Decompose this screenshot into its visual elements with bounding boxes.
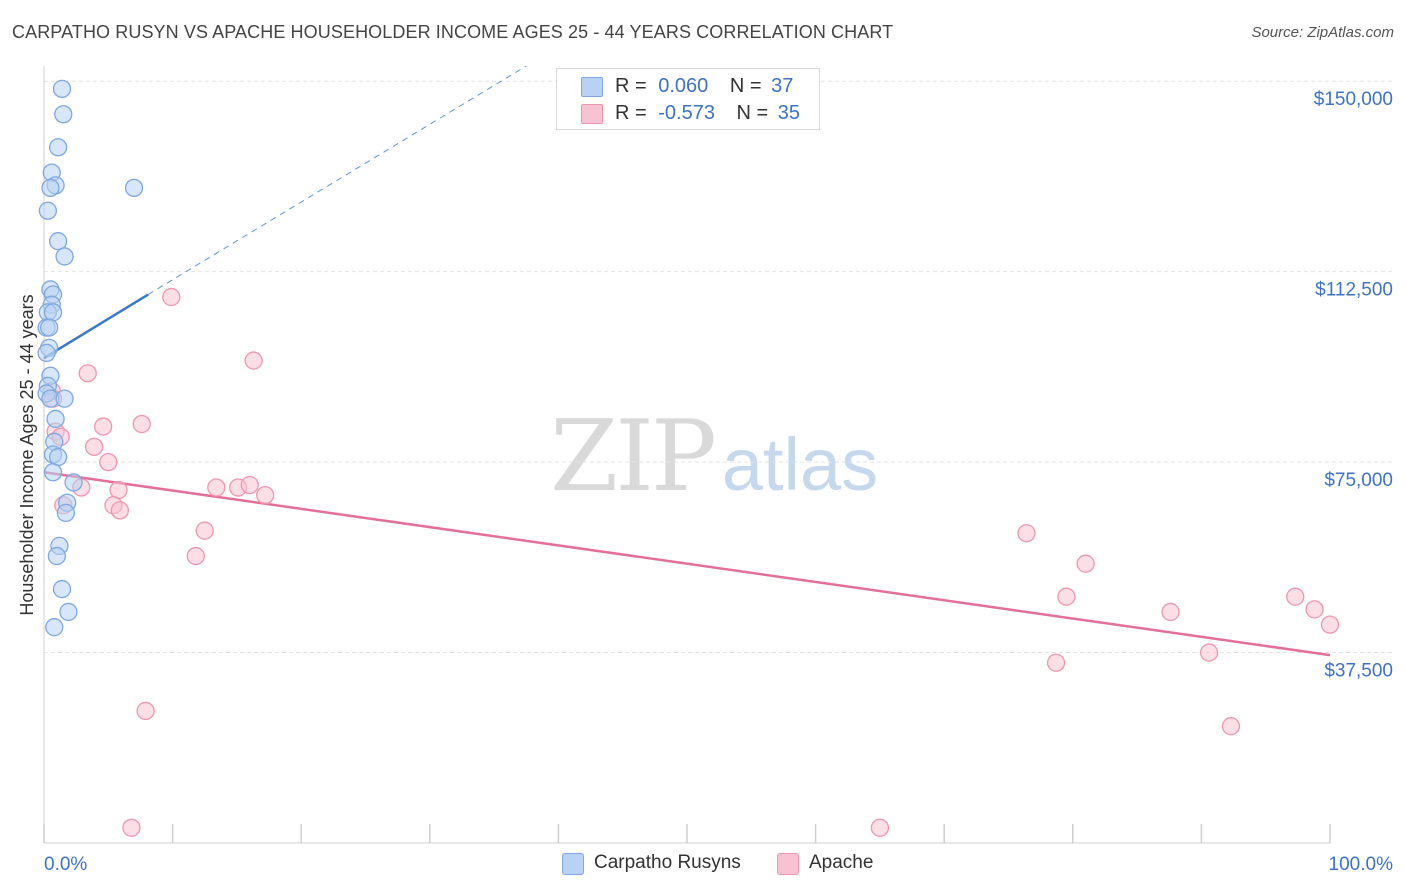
carpatho-point [52, 579, 72, 599]
apache-point [109, 480, 128, 500]
apache-point [195, 521, 214, 540]
legend-text-carpatho: R = 0.060 N = 37 [615, 75, 793, 98]
apache-point [110, 501, 130, 520]
legend-r-label: R = [615, 102, 647, 124]
apache-point [1199, 643, 1219, 662]
chart-title: CARPATHO RUSYN VS APACHE HOUSEHOLDER INC… [12, 22, 894, 42]
correlation-legend: R = 0.060 N = 37 R = -0.573 N = 35 [556, 68, 820, 130]
x-tick-label: 0.0% [44, 854, 87, 875]
carpatho-point [43, 463, 63, 482]
apache-point [132, 414, 151, 434]
y-tick-label: $75,000 [1324, 470, 1393, 491]
carpatho-point [124, 178, 144, 198]
apache-point [78, 364, 97, 383]
apache-point [1057, 587, 1076, 606]
apache-point [122, 818, 141, 837]
apache-point [1221, 717, 1241, 736]
apache-point [1076, 554, 1095, 573]
apache-point [1161, 602, 1180, 622]
y-tick-label: $112,500 [1315, 280, 1393, 301]
carpatho-point [64, 473, 83, 492]
carpatho-point [56, 503, 76, 523]
carpatho-point [43, 303, 63, 322]
source-label: Source: ZipAtlas.com [1251, 24, 1394, 41]
apache-point [186, 546, 205, 566]
legend-r-value: 0.060 [658, 75, 709, 97]
carpatho-point [59, 602, 78, 622]
legend-text-apache: R = -0.573 N = 35 [615, 102, 800, 125]
apache-point [85, 437, 104, 457]
bottom-legend-swatch-blue [562, 853, 584, 875]
carpatho-point [41, 178, 60, 198]
watermark-atlas: atlas [722, 423, 878, 506]
bottom-legend-label: Carpatho Rusyns [594, 852, 741, 873]
y-tick-label: $37,500 [1324, 661, 1393, 682]
apache-point [240, 475, 259, 495]
apache-trend-line [43, 471, 1331, 657]
legend-n-label: N = [729, 75, 762, 97]
carpatho-point [55, 247, 74, 266]
carpatho-trend-line [43, 293, 149, 360]
apache-point [256, 485, 275, 505]
apache-point [99, 452, 118, 472]
carpatho-point [52, 79, 72, 99]
bottom-legend-label: Apache [809, 852, 874, 873]
carpatho-point [55, 389, 74, 408]
carpatho-point [46, 409, 65, 429]
apache-point [1046, 653, 1066, 672]
x-tick-label: 100.0% [1329, 854, 1394, 875]
legend-r-value: -0.573 [658, 102, 715, 124]
watermark: ZIP atlas [550, 400, 878, 514]
y-axis-label: Householder Income Ages 25 - 44 years [17, 294, 37, 615]
legend-swatch-blue [581, 77, 603, 97]
legend-n-value: 37 [771, 75, 794, 97]
apache-point [1286, 587, 1305, 606]
apache-point [244, 351, 263, 370]
apache-point [207, 478, 226, 497]
apache-point [1320, 615, 1340, 634]
watermark-zip: ZIP [550, 400, 714, 514]
carpatho-trend-dashed [147, 65, 527, 295]
carpatho-point [39, 318, 59, 337]
carpatho-point [48, 447, 68, 467]
carpatho-point [45, 618, 64, 637]
carpatho-point [48, 232, 68, 251]
apache-point [1305, 600, 1324, 619]
apache-point [870, 818, 890, 837]
bottom-legend-swatch-pink [777, 853, 799, 875]
carpatho-point [48, 138, 68, 157]
y-tick-label: $150,000 [1314, 89, 1393, 110]
carpatho-point [54, 105, 73, 124]
carpatho-point [38, 201, 58, 220]
apache-point [136, 701, 155, 721]
carpatho-point [47, 546, 67, 566]
legend-n-value: 35 [777, 102, 801, 124]
legend-swatch-pink [581, 104, 603, 124]
carpatho-point [37, 343, 56, 363]
apache-point [94, 417, 113, 436]
apache-point [1017, 524, 1036, 543]
apache-point [162, 287, 181, 307]
legend-r-label: R = [615, 75, 647, 97]
legend-n-label: N = [736, 102, 769, 124]
